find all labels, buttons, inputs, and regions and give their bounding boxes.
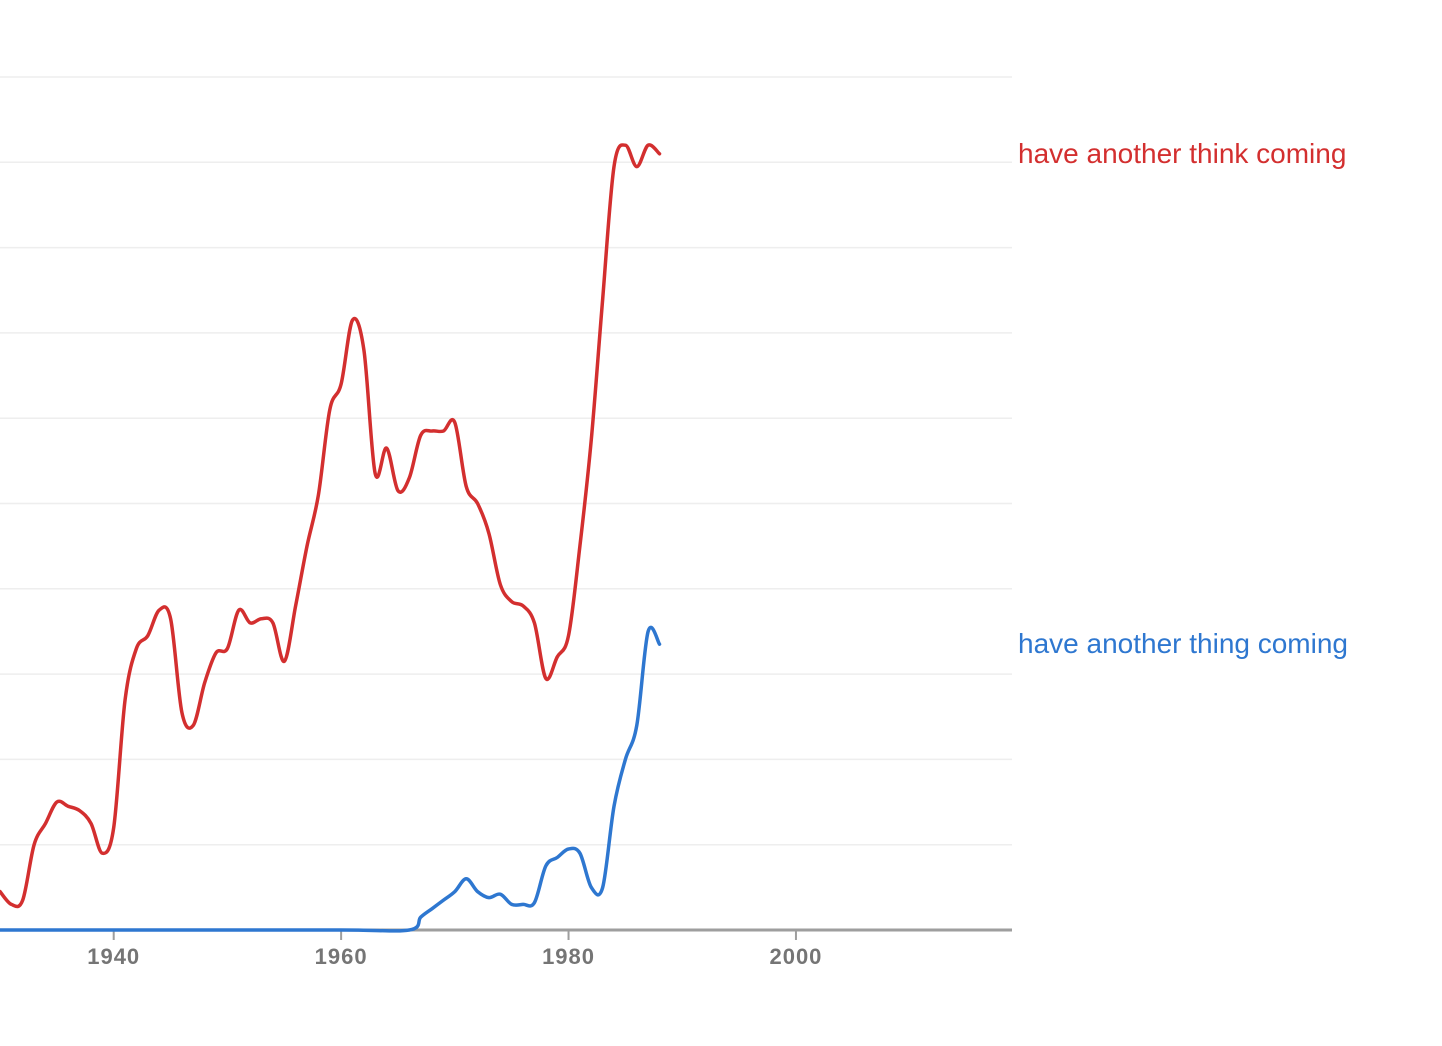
series-lines — [0, 143, 662, 933]
x-tick-label-1940: 1940 — [87, 944, 140, 969]
series-label-have-another-thing-coming: have another thing coming — [1018, 628, 1348, 659]
gridlines — [0, 76, 1012, 846]
series-labels: have another think coming have another th… — [1018, 138, 1348, 659]
x-tick-label-1980: 1980 — [542, 944, 595, 969]
x-tick-label-2000: 2000 — [769, 944, 822, 969]
x-axis: 1940 1960 1980 2000 — [0, 928, 1012, 969]
series-line-have-another-think-coming — [0, 143, 662, 909]
series-line-have-another-thing-coming — [0, 625, 662, 933]
series-label-have-another-think-coming: have another think coming — [1018, 138, 1346, 169]
x-tick-label-1960: 1960 — [315, 944, 368, 969]
